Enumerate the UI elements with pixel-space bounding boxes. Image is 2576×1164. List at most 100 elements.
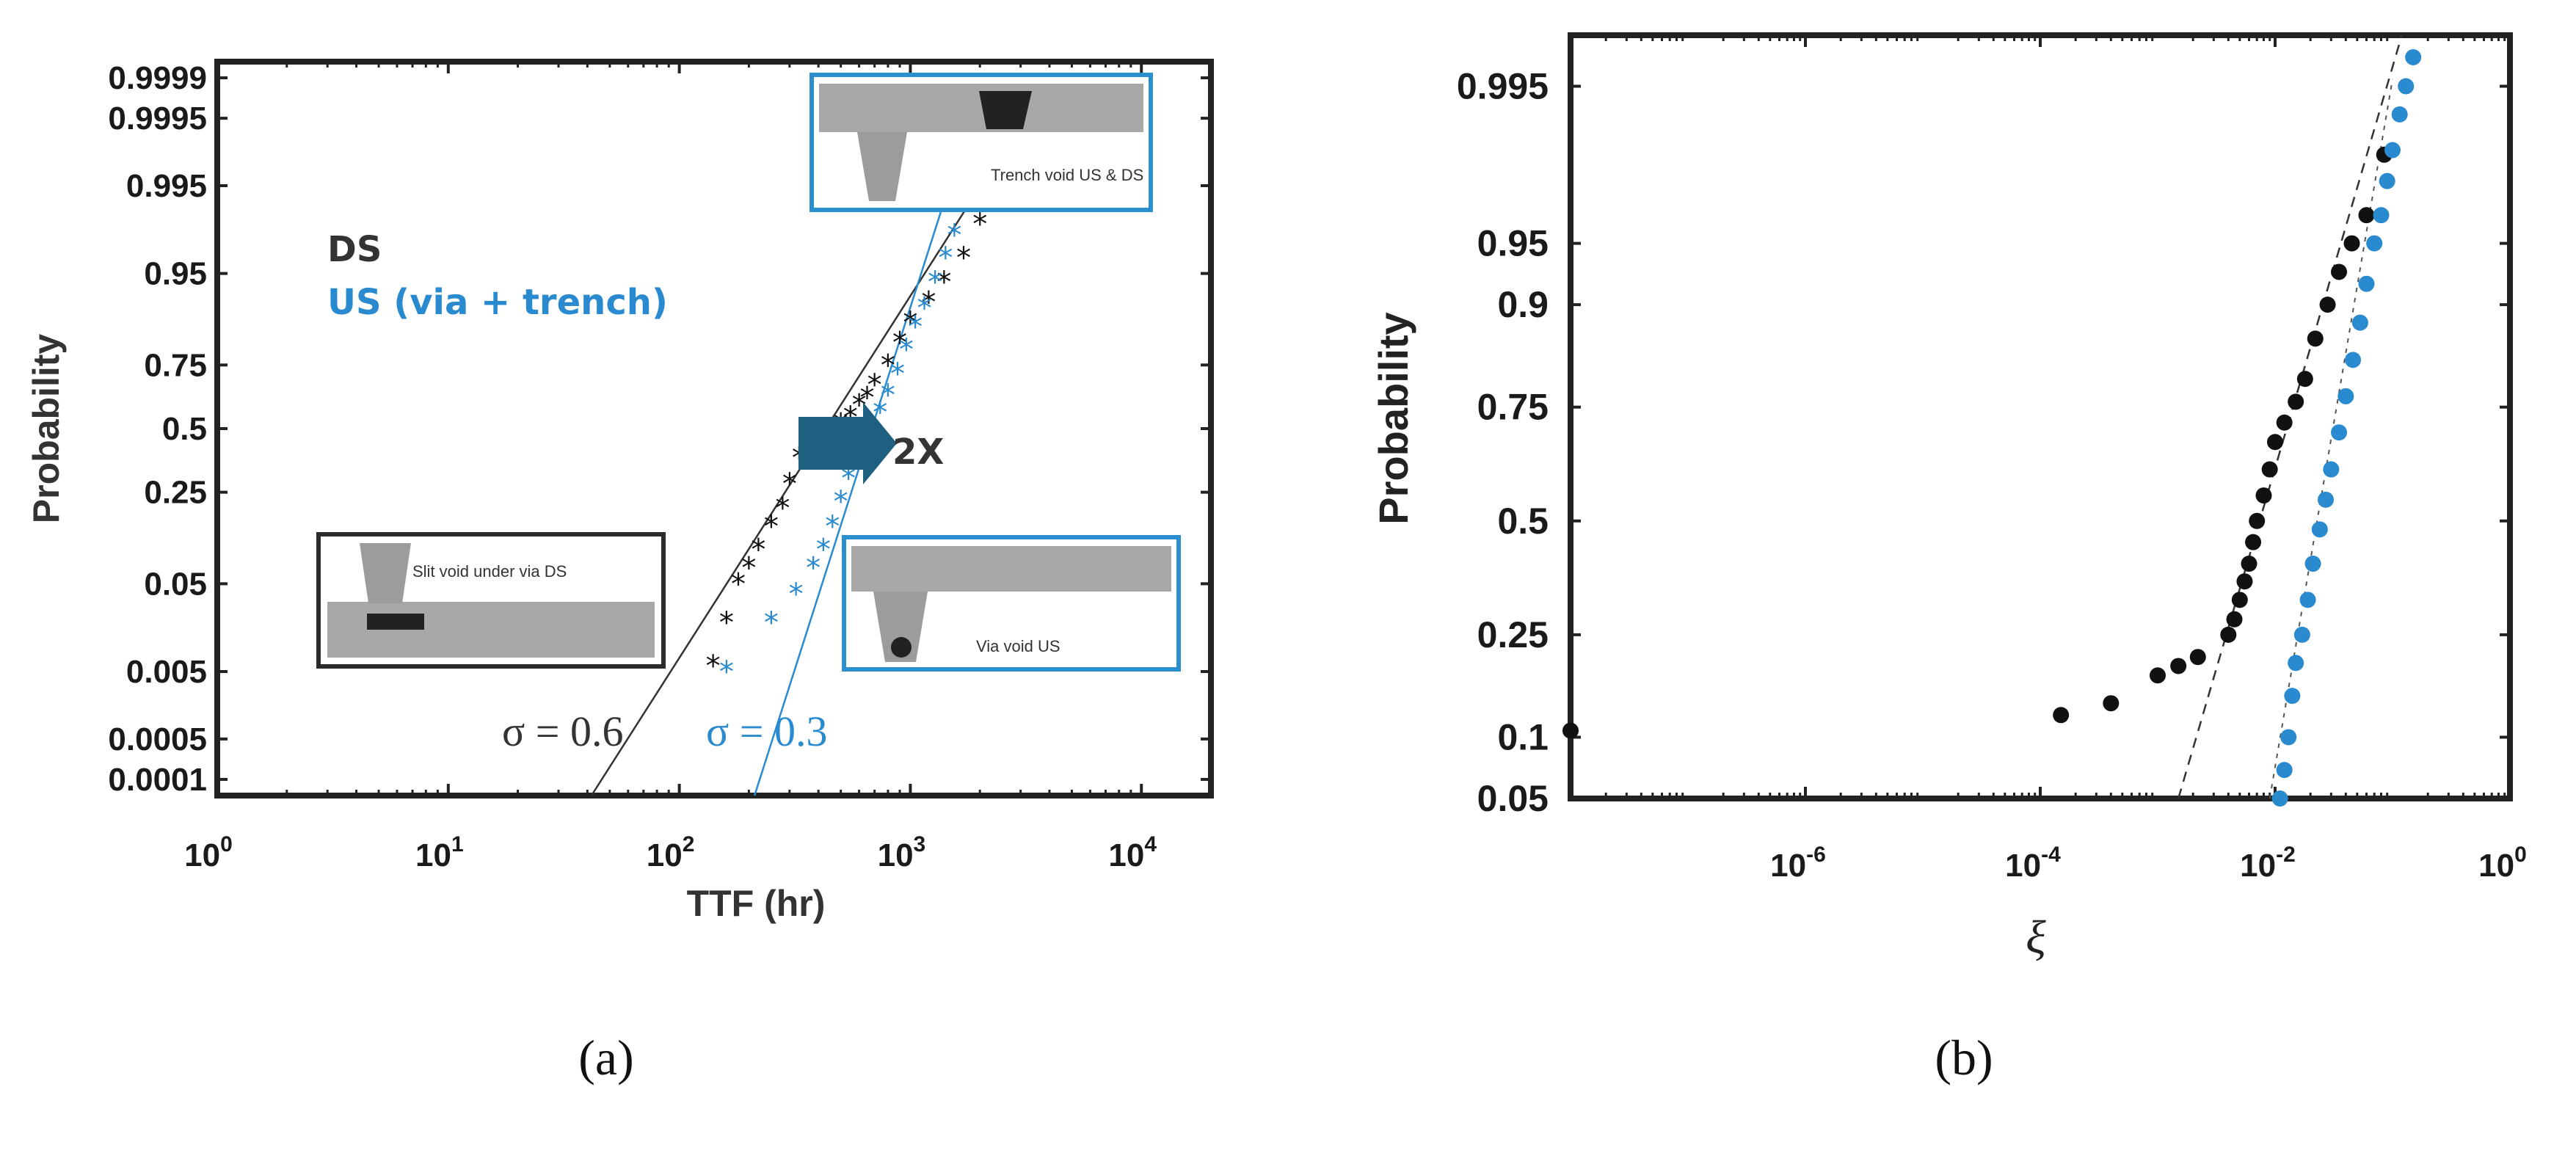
data-point [2366, 235, 2383, 252]
panel-b-ylabel: Probability [1370, 312, 1416, 524]
y-tick-label: 0.5 [162, 411, 207, 447]
data-point [2384, 142, 2401, 159]
data-point [2343, 235, 2360, 252]
y-tick-label: 0.75 [144, 347, 207, 383]
inset-ds-text: Slit void under via DS [412, 562, 567, 581]
sigma-ds: σ = 0.6 [502, 708, 623, 755]
data-point [2337, 388, 2354, 404]
panel-a-xlabel: TTF (hr) [687, 883, 826, 924]
y-tick-label: 0.75 [1477, 387, 1549, 428]
y-tick-label: 0.9999 [108, 60, 207, 96]
data-point [2220, 626, 2237, 643]
data-point: * [928, 266, 942, 299]
data-point [2311, 521, 2328, 538]
data-point: * [841, 462, 856, 495]
data-point: * [806, 552, 821, 586]
data-point: * [751, 534, 765, 567]
y-tick-label: 0.9995 [108, 101, 207, 137]
inset-trench-via [857, 132, 907, 201]
x-tick-label: 100 [184, 832, 233, 873]
data-point [2319, 297, 2336, 313]
y-tick-label: 0.25 [1477, 614, 1549, 655]
data-point: * [903, 306, 917, 340]
inset-ds: Slit void under via DS [316, 532, 666, 669]
y-tick-label: 0.25 [144, 475, 207, 511]
panel-b-x-tick-labels: 10-6 10-4 10-2 100 [1770, 843, 2527, 884]
data-point: * [775, 492, 790, 525]
inset-ds-via [360, 543, 411, 603]
data-point [2398, 78, 2415, 95]
data-point [2267, 434, 2283, 451]
data-point: * [764, 510, 779, 544]
data-point [2245, 534, 2262, 550]
data-point [2189, 649, 2206, 666]
data-point [2379, 172, 2395, 189]
y-tick-label: 0.0005 [108, 721, 207, 757]
y-tick-label: 0.0001 [108, 762, 207, 798]
sigma-us: σ = 0.3 [706, 708, 827, 755]
panel-b-xlabel: ξ [2026, 911, 2046, 963]
data-point: * [867, 368, 882, 402]
data-point: * [789, 578, 804, 611]
inset-us-text: Via void US [976, 637, 1060, 655]
panel-a-label: (a) [578, 1030, 633, 1085]
data-point [2331, 263, 2348, 280]
data-point [2053, 707, 2070, 724]
data-point [1562, 722, 1579, 739]
y-tick-label: 0.05 [1477, 778, 1549, 819]
data-point [2299, 592, 2316, 608]
data-point [2318, 491, 2335, 508]
data-point [2280, 729, 2297, 746]
data-point: * [731, 567, 746, 601]
y-tick-label: 0.1 [1497, 716, 1549, 757]
fit-line-dotted [2268, 79, 2393, 799]
panel-a-ticks [216, 62, 1212, 796]
panel-a-ylabel: Probability [26, 334, 67, 524]
data-point [2249, 512, 2266, 529]
data-point [2307, 330, 2324, 347]
data-point: * [899, 333, 914, 367]
data-point: * [881, 349, 895, 382]
data-point [2293, 626, 2310, 643]
x-tick-label: 103 [878, 832, 926, 873]
data-point: * [782, 468, 797, 501]
data-point [2236, 573, 2253, 590]
y-tick-label: 0.9 [1497, 284, 1549, 325]
data-point: * [741, 552, 756, 586]
data-point: * [852, 388, 867, 422]
data-point [2170, 658, 2187, 674]
data-point: * [719, 606, 734, 640]
data-point: * [825, 510, 840, 544]
data-point: * [834, 485, 848, 519]
x-tick-label: 10-2 [2240, 843, 2296, 884]
y-tick-label: 0.995 [1457, 66, 1549, 107]
data-point [2231, 592, 2248, 608]
panel-b-ticks [1571, 35, 2511, 800]
data-point [2150, 667, 2166, 684]
data-point [2358, 275, 2375, 292]
arrow-shape [798, 402, 897, 484]
panel-a-x-tick-labels: 100 101 102 103 104 [184, 832, 1157, 873]
data-point [2391, 106, 2408, 123]
data-point [2226, 611, 2243, 628]
data-point [2358, 207, 2375, 224]
y-tick-label: 0.5 [1497, 501, 1549, 542]
data-point [2323, 461, 2340, 478]
inset-us-layer [851, 546, 1171, 592]
panel-a-y-tick-labels: 0.0001 0.0005 0.005 0.05 0.25 0.5 0.75 0.95 0.99… [108, 60, 207, 798]
data-point: * [892, 326, 907, 360]
data-point: * [938, 241, 953, 275]
data-point: * [921, 286, 936, 320]
data-point [2261, 461, 2278, 478]
data-point: * [890, 357, 905, 391]
data-point [2296, 371, 2313, 388]
data-point [2255, 487, 2272, 504]
inset-trench: Trench void US & DS [809, 73, 1153, 212]
x-tick-label: 10-6 [1770, 843, 1826, 884]
x-tick-label: 104 [1108, 832, 1157, 873]
data-point [2241, 556, 2257, 572]
arrow-2x: 2X [798, 402, 944, 484]
inset-trench-void [979, 91, 1032, 129]
data-point [2288, 655, 2304, 672]
data-point [2351, 314, 2368, 331]
